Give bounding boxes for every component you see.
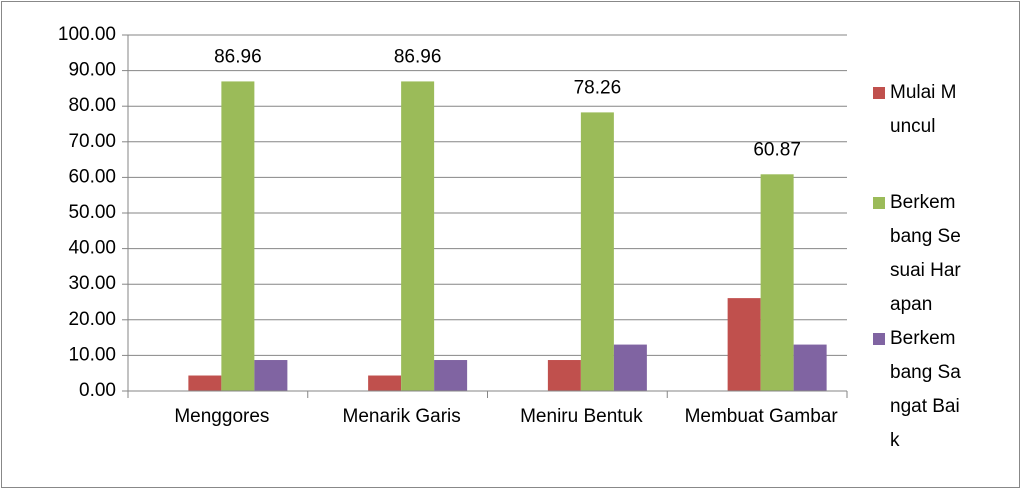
x-tick-label: Menarik Garis xyxy=(342,406,461,427)
data-label: 86.96 xyxy=(394,46,442,67)
bar xyxy=(793,344,827,391)
x-tick-label: Menggores xyxy=(174,406,270,427)
y-tick-label: 20.00 xyxy=(68,309,116,330)
legend-swatch xyxy=(873,333,885,345)
y-tick-label: 60.00 xyxy=(68,166,116,187)
data-label: 86.96 xyxy=(214,46,262,67)
bar xyxy=(613,344,647,391)
bar xyxy=(254,360,288,391)
bar xyxy=(434,360,468,391)
y-tick-label: 0.00 xyxy=(79,380,116,401)
bar xyxy=(188,375,222,391)
x-tick-label: Membuat Gambar xyxy=(684,406,838,427)
legend-label: Berkembang Sangat Baik xyxy=(890,328,961,451)
y-tick-label: 100.00 xyxy=(58,24,116,45)
legend-label: Mulai Muncul xyxy=(890,82,957,137)
chart-border xyxy=(1,1,1020,488)
legend-swatch xyxy=(873,87,885,99)
data-label: 78.26 xyxy=(574,77,622,98)
y-tick-label: 50.00 xyxy=(68,202,116,223)
y-tick-label: 90.00 xyxy=(68,60,116,81)
legend-label: Berkembang Sesuai Harapan xyxy=(890,192,961,315)
bar xyxy=(547,360,581,391)
bar xyxy=(368,375,402,391)
data-label: 60.87 xyxy=(753,139,801,160)
y-tick-label: 10.00 xyxy=(68,344,116,365)
y-tick-label: 80.00 xyxy=(68,95,116,116)
y-tick-label: 30.00 xyxy=(68,273,116,294)
bar xyxy=(727,298,761,391)
x-tick-label: Meniru Bentuk xyxy=(520,406,643,427)
y-tick-label: 70.00 xyxy=(68,131,116,152)
bar xyxy=(580,112,614,391)
y-tick-label: 40.00 xyxy=(68,238,116,259)
legend-swatch xyxy=(873,197,885,209)
bar xyxy=(760,174,794,391)
bar xyxy=(401,81,435,392)
bar xyxy=(221,81,255,392)
